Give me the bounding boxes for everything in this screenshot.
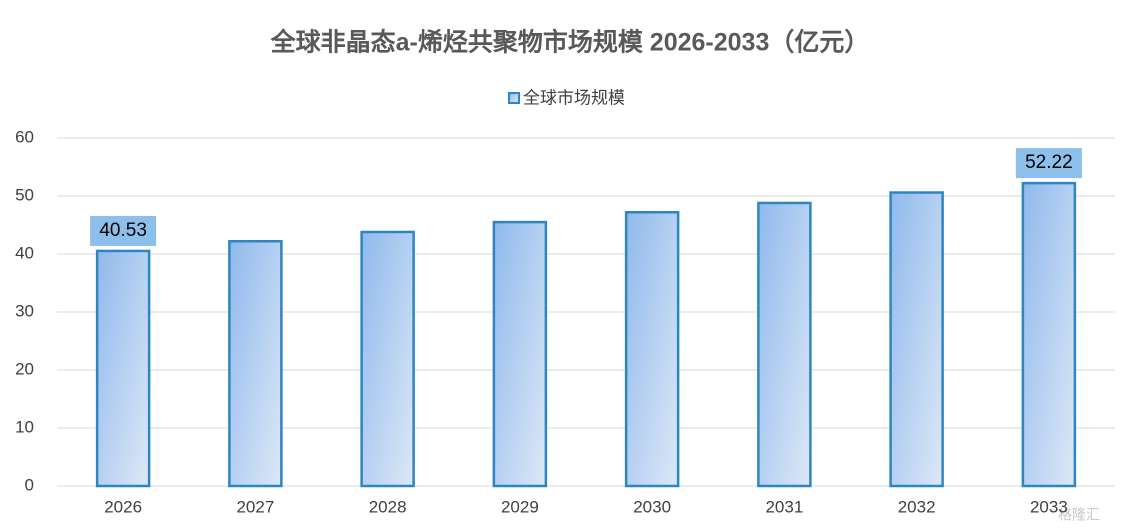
bar: [757, 201, 812, 488]
y-tick-label: 30: [15, 301, 34, 320]
x-tick-label: 2031: [765, 497, 803, 516]
x-tick-label: 2033: [1030, 497, 1068, 516]
legend-swatch: [508, 92, 520, 104]
bar: [624, 210, 680, 488]
value-label: 40.53: [99, 220, 147, 241]
y-tick-label: 0: [25, 475, 34, 494]
x-tick-label: 2030: [633, 497, 671, 516]
x-tick-label: 2026: [104, 497, 142, 516]
x-tick-label: 2028: [369, 497, 407, 516]
bar: [360, 230, 415, 488]
chart-title: 全球非晶态a-烯烃共聚物市场规模 2026-2033（亿元）: [270, 28, 870, 57]
x-tick-label: 2032: [898, 497, 936, 516]
bar: [889, 191, 944, 488]
watermark: 格隆汇: [1058, 507, 1100, 523]
x-tick-label: 2027: [236, 497, 274, 516]
bar: [95, 249, 151, 488]
y-tick-label: 40: [15, 243, 34, 262]
bar: [1021, 181, 1077, 488]
y-tick-label: 60: [15, 127, 34, 146]
y-tick-label: 20: [15, 359, 34, 378]
value-label-box: [1015, 148, 1082, 179]
y-tick-label: 50: [15, 185, 34, 204]
value-label-box: [90, 215, 157, 246]
y-tick-label: 10: [15, 417, 34, 436]
legend-label: 全球市场规模: [523, 88, 625, 107]
bar: [228, 239, 283, 488]
value-label: 52.22: [1025, 152, 1073, 173]
bar: [492, 220, 548, 488]
x-tick-label: 2029: [501, 497, 539, 516]
